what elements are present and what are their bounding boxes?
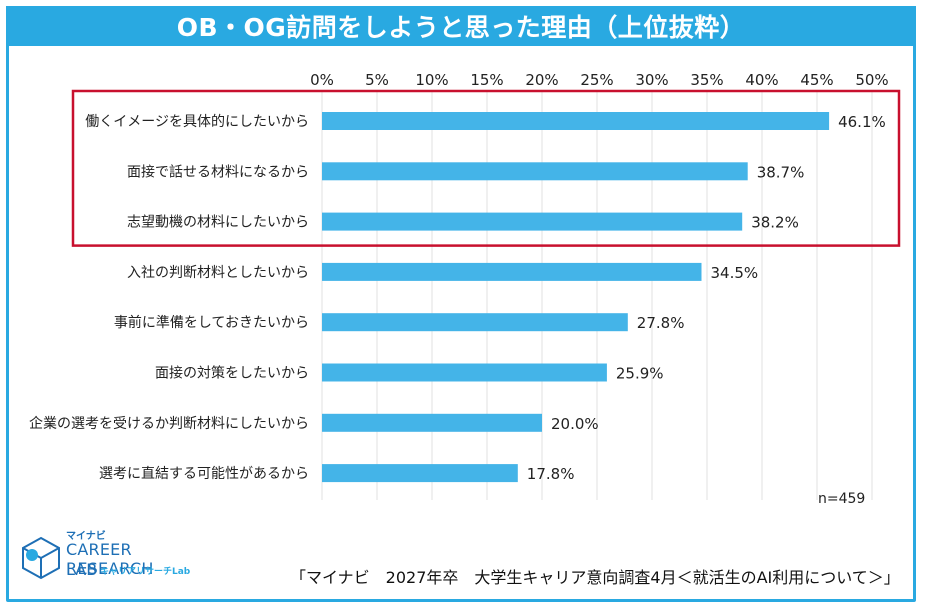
category-label: 選考に直結する可能性があるから <box>99 465 309 482</box>
bar <box>322 162 748 181</box>
x-tick-label: 15% <box>470 71 503 89</box>
value-label: 27.8% <box>637 314 685 332</box>
x-tick-label: 30% <box>635 71 668 89</box>
bar <box>322 212 743 231</box>
logo-sub: キャリアリサーチLab <box>100 567 191 577</box>
lab-cube-icon <box>22 536 60 580</box>
source-citation: 「マイナビ 2027年卒 大学生キャリア意向調査4月＜就活生のAI利用について＞… <box>290 568 900 587</box>
value-label: 34.5% <box>711 264 759 282</box>
x-tick-label: 25% <box>580 71 613 89</box>
bar <box>322 262 702 281</box>
bar <box>322 363 607 382</box>
value-label: 25.9% <box>616 365 664 383</box>
x-tick-label: 0% <box>310 71 334 89</box>
category-label: 企業の選考を受けるか判断材料にしたいから <box>29 415 309 432</box>
x-tick-label: 5% <box>365 71 389 89</box>
logo-brand: マイナビ <box>66 531 106 542</box>
category-label: 面接で話せる材料になるから <box>127 163 309 180</box>
x-tick-label: 40% <box>745 71 778 89</box>
x-tick-label: 50% <box>855 71 888 89</box>
value-label: 20.0% <box>551 415 599 433</box>
x-tick-label: 45% <box>800 71 833 89</box>
x-tick-label: 20% <box>525 71 558 89</box>
category-label: 入社の判断材料としたいから <box>127 265 309 281</box>
chart-title: OB・OG訪問をしようと思った理由（上位抜粋） <box>6 6 916 46</box>
category-label: 面接の対策をしたいから <box>155 365 309 382</box>
value-label: 46.1% <box>838 113 886 131</box>
value-label: 17.8% <box>527 465 575 483</box>
value-label: 38.7% <box>757 163 805 181</box>
x-tick-label: 35% <box>690 71 723 89</box>
highlight-box <box>71 89 901 247</box>
bar <box>322 464 518 483</box>
career-research-lab-logo: マイナビ CAREER RESEARCH LAB キャリアリサーチLab <box>18 527 218 587</box>
bar <box>322 313 628 332</box>
category-label: 志望動機の材料にしたいから <box>127 215 309 231</box>
category-label: 事前に準備をしておきたいから <box>114 314 309 331</box>
logo-line1: CAREER RESEARCH <box>66 540 154 578</box>
category-label: 働くイメージを具体的にしたいから <box>85 114 309 130</box>
bar <box>322 413 542 432</box>
sample-size-note: n=459 <box>818 491 866 507</box>
value-label: 38.2% <box>751 214 799 232</box>
bar <box>322 112 830 130</box>
x-tick-label: 10% <box>415 71 448 89</box>
logo-line2: LAB <box>66 560 98 579</box>
